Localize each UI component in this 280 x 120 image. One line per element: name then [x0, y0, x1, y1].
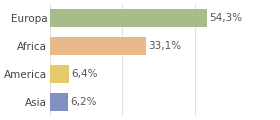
Text: 54,3%: 54,3% — [209, 13, 243, 23]
Bar — [50, 9, 207, 27]
Bar — [50, 37, 146, 55]
Text: 6,4%: 6,4% — [71, 69, 97, 79]
Bar — [50, 65, 69, 83]
Bar — [50, 93, 68, 111]
Text: 33,1%: 33,1% — [148, 41, 181, 51]
Text: 6,2%: 6,2% — [70, 97, 97, 107]
